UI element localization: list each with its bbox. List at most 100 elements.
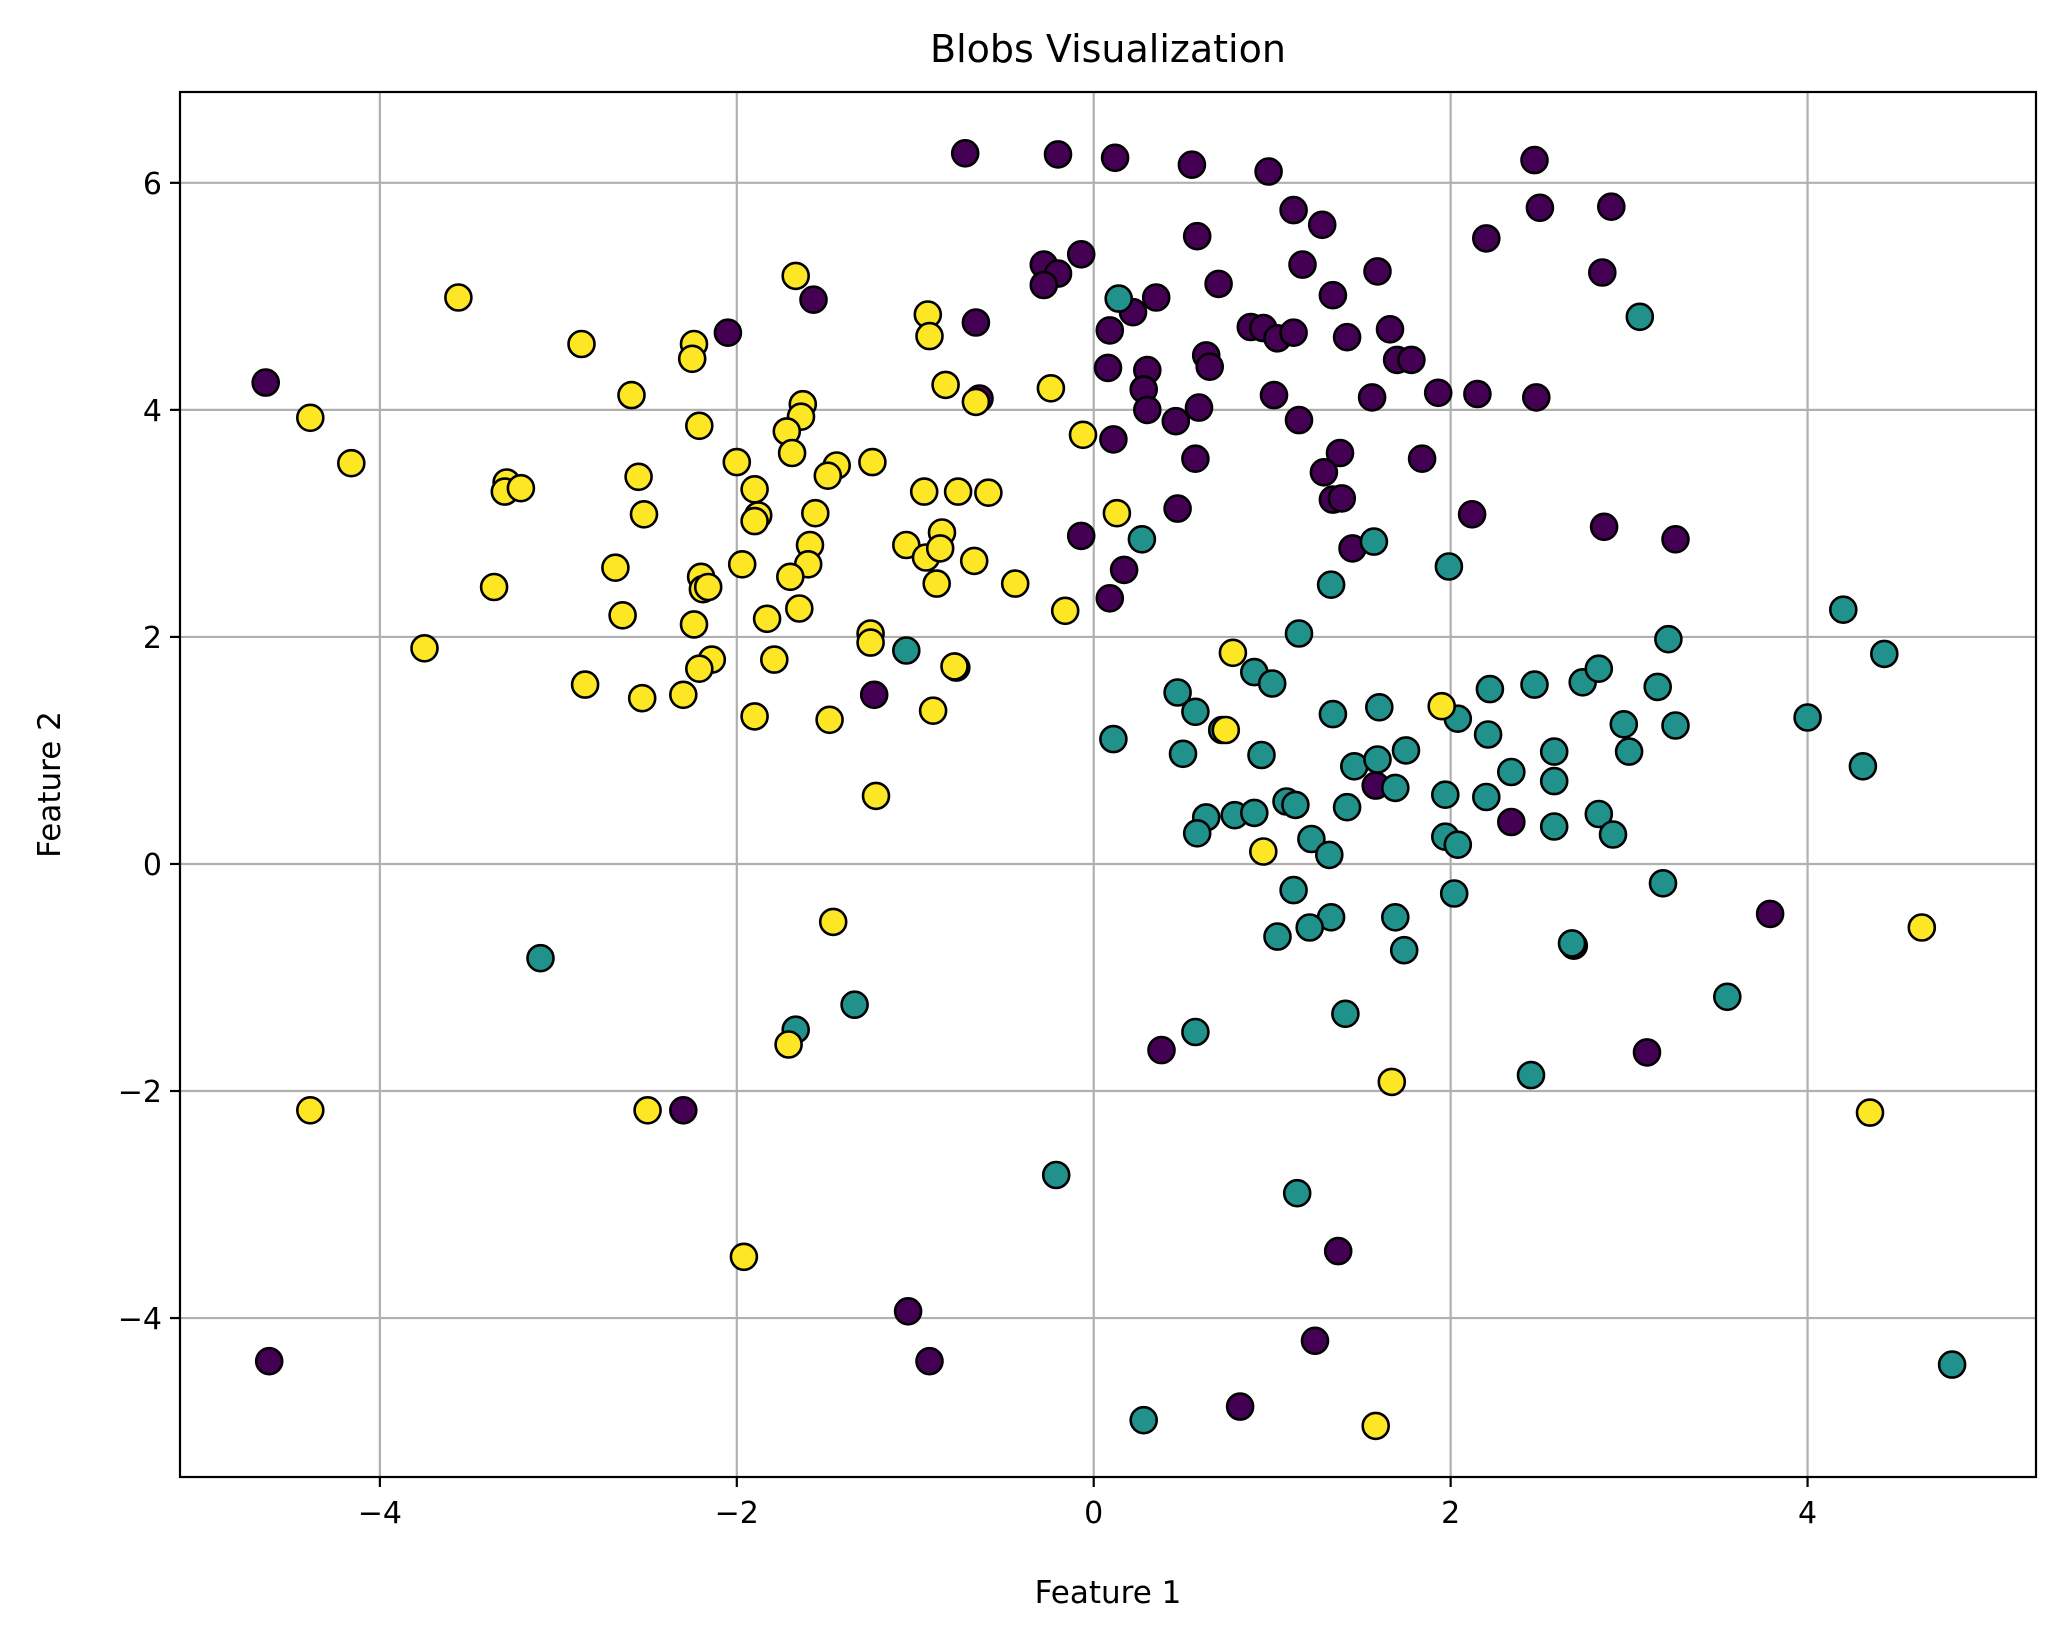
data-point — [1614, 737, 1644, 766]
data-point — [1182, 818, 1212, 848]
data-point — [922, 569, 952, 598]
data-point — [740, 702, 769, 731]
y-tick-label: 4 — [143, 394, 162, 429]
data-point — [777, 438, 807, 468]
data-point — [1029, 270, 1059, 300]
data-point — [1381, 902, 1410, 932]
data-point — [1168, 739, 1198, 769]
data-point — [1332, 792, 1362, 822]
data-point — [961, 308, 991, 337]
data-point — [1133, 395, 1162, 425]
data-point — [1377, 1067, 1407, 1097]
data-point — [1181, 1017, 1210, 1047]
data-point — [570, 670, 600, 699]
data-point — [1423, 378, 1453, 408]
data-point — [668, 680, 698, 710]
data-point — [940, 652, 969, 681]
data-point — [1609, 709, 1639, 739]
data-point — [526, 943, 555, 973]
data-point — [1473, 720, 1503, 749]
data-point — [1181, 697, 1210, 727]
data-point — [1050, 596, 1080, 626]
data-point — [336, 448, 366, 478]
data-point — [1829, 595, 1858, 625]
data-point — [1389, 935, 1419, 965]
data-point — [1407, 444, 1437, 474]
y-tick-label: 6 — [143, 167, 162, 202]
data-point — [617, 380, 646, 410]
data-point — [1434, 552, 1464, 581]
data-point — [1475, 674, 1505, 704]
data-point — [861, 781, 891, 811]
data-point — [1439, 879, 1469, 908]
data-point — [943, 477, 973, 506]
data-point — [1661, 524, 1690, 554]
points-layer — [251, 139, 1967, 1441]
data-point — [1793, 703, 1822, 732]
data-point — [1654, 624, 1683, 654]
data-point — [1095, 316, 1125, 345]
data-point — [925, 534, 955, 563]
data-point — [1240, 798, 1269, 828]
data-point — [1427, 691, 1456, 721]
data-point — [506, 473, 536, 503]
data-point — [668, 1096, 698, 1125]
data-point — [1539, 812, 1569, 841]
plot-frame — [178, 90, 2038, 1479]
data-point — [961, 387, 991, 417]
data-point — [1100, 143, 1130, 173]
data-point — [740, 506, 769, 536]
data-point — [1068, 420, 1098, 450]
data-point — [1182, 221, 1212, 251]
data-point — [1181, 444, 1210, 474]
data-point — [1281, 790, 1310, 820]
data-point — [1522, 383, 1551, 412]
data-point — [1099, 425, 1128, 454]
data-point — [1318, 280, 1348, 310]
data-point — [679, 610, 709, 639]
data-point — [1525, 193, 1555, 223]
data-point — [774, 1030, 803, 1059]
data-point — [729, 1242, 759, 1272]
x-tick-label: −4 — [358, 1496, 402, 1531]
data-point — [856, 628, 885, 657]
data-point — [1102, 498, 1132, 528]
data-point — [1557, 929, 1587, 958]
data-point — [1648, 868, 1678, 898]
data-point — [1588, 258, 1617, 287]
data-point — [1661, 711, 1690, 740]
x-axis-title: Feature 1 — [1035, 1575, 1182, 1611]
data-point — [1497, 807, 1526, 837]
data-point — [1279, 875, 1308, 905]
data-point — [915, 1346, 944, 1376]
y-tick-label: 2 — [143, 621, 162, 656]
data-point — [1279, 318, 1308, 348]
data-point — [918, 696, 948, 726]
data-point — [799, 285, 828, 315]
data-point — [1129, 1405, 1158, 1435]
data-point — [1397, 345, 1426, 375]
data-point — [1316, 570, 1346, 600]
data-point — [1288, 250, 1317, 279]
data-point — [722, 447, 752, 477]
data-point — [1361, 1411, 1390, 1441]
data-point — [479, 572, 509, 602]
data-point — [1359, 527, 1389, 556]
data-point — [713, 318, 743, 348]
ticks-layer: −4 −2 0 2 4 −4 −2 0 2 4 6 — [118, 167, 1817, 1531]
data-point — [959, 546, 989, 576]
data-point — [1184, 393, 1214, 422]
data-point — [974, 478, 1003, 508]
data-point — [1254, 157, 1283, 186]
data-point — [1363, 257, 1392, 286]
data-point — [684, 411, 714, 441]
data-point — [295, 403, 325, 433]
data-point — [629, 499, 659, 529]
data-point — [624, 462, 653, 492]
data-point — [1848, 751, 1878, 781]
x-tick-label: 0 — [1084, 1496, 1103, 1531]
data-point — [915, 321, 944, 351]
data-point — [1375, 314, 1405, 344]
data-point — [1365, 692, 1394, 722]
